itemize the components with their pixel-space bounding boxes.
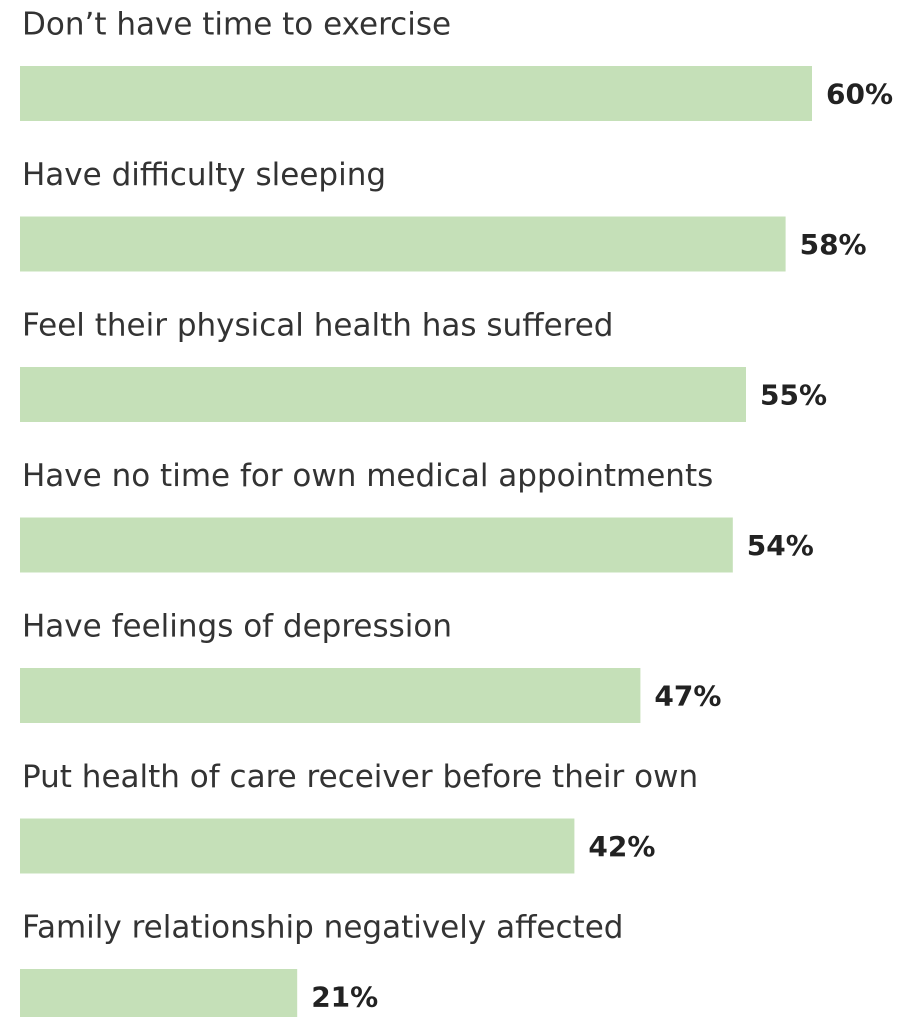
value-label: 47%	[654, 680, 721, 713]
bar	[20, 969, 298, 1017]
value-label: 60%	[826, 78, 893, 111]
value-label: 21%	[311, 981, 378, 1014]
category-label: Family relationship negatively affected	[22, 910, 623, 946]
category-label: Have no time for own medical appointment…	[22, 458, 713, 494]
bar	[20, 216, 786, 272]
bar	[20, 66, 812, 121]
value-label: 42%	[588, 830, 655, 863]
bar	[20, 517, 733, 573]
category-label: Have feelings of depression	[22, 609, 452, 645]
value-label: 54%	[747, 529, 814, 562]
bar	[20, 668, 641, 723]
category-label: Put health of care receiver before their…	[22, 759, 698, 795]
category-label: Have difficulty sleeping	[22, 157, 386, 193]
bar	[20, 818, 575, 874]
category-label: Don’t have time to exercise	[22, 7, 451, 43]
bar	[20, 367, 746, 422]
value-label: 55%	[760, 379, 827, 412]
value-label: 58%	[800, 228, 867, 261]
category-label: Feel their physical health has suffered	[22, 308, 613, 344]
